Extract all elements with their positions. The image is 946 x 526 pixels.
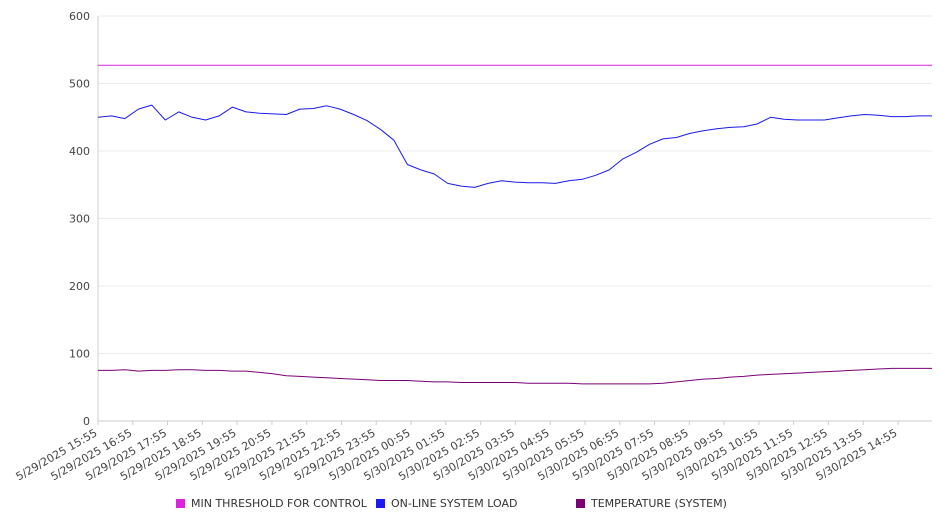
series-lines (97, 64, 932, 385)
legend-label-min-threshold: MIN THRESHOLD FOR CONTROL (191, 497, 367, 510)
legend-item-temperature[interactable]: TEMPERATURE (SYSTEM) (576, 497, 727, 510)
legend-item-system-load[interactable]: ON-LINE SYSTEM LOAD (376, 497, 517, 510)
legend: MIN THRESHOLD FOR CONTROL ON-LINE SYSTEM… (0, 497, 946, 515)
y-tick-label: 600 (69, 10, 90, 23)
series-line-2 (98, 367, 932, 385)
y-tick-label: 0 (83, 415, 90, 428)
y-tick-label: 100 (69, 348, 90, 361)
series-line-1 (97, 104, 932, 188)
legend-label-temperature: TEMPERATURE (SYSTEM) (591, 497, 727, 510)
y-tick-label: 500 (69, 78, 90, 91)
x-tick-labels: 5/29/2025 15:555/29/2025 16:555/29/2025 … (14, 426, 900, 483)
legend-swatch-min-threshold (176, 499, 185, 508)
legend-swatch-temperature (576, 499, 585, 508)
y-tick-label: 300 (69, 213, 90, 226)
legend-item-min-threshold[interactable]: MIN THRESHOLD FOR CONTROL (176, 497, 367, 510)
axes (97, 16, 932, 425)
y-tick-labels: 0 100 200 300 400 500 600 (69, 10, 90, 428)
legend-label-system-load: ON-LINE SYSTEM LOAD (391, 497, 518, 510)
legend-swatch-system-load (376, 499, 385, 508)
y-tick-label: 400 (69, 145, 90, 158)
y-tick-label: 200 (69, 280, 90, 293)
gridlines (98, 15, 932, 354)
